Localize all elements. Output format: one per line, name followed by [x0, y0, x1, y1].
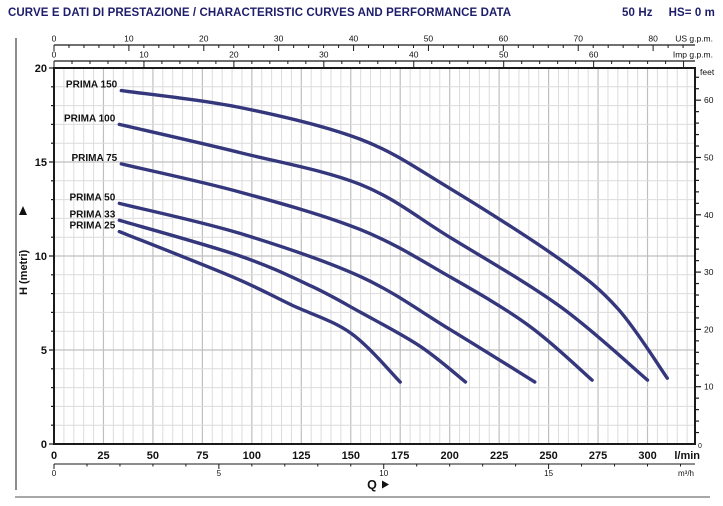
- curve-label-prima-25: PRIMA 25: [70, 221, 116, 232]
- title-bar: CURVE E DATI DI PRESTAZIONE / CHARACTERI…: [8, 7, 715, 19]
- curve-label-prima-150: PRIMA 150: [66, 80, 118, 91]
- page-title: CURVE E DATI DI PRESTAZIONE / CHARACTERI…: [8, 7, 512, 19]
- imp-gpm-axis-title: Imp g.p.m.: [673, 50, 713, 60]
- h-axis-zero-label: 0: [41, 439, 47, 451]
- imp-gpm-tick-label: 0: [52, 50, 57, 60]
- us-gpm-tick-label: 40: [349, 34, 359, 44]
- m3h-tick-label: 5: [217, 469, 222, 478]
- lmin-tick-label: 175: [391, 450, 409, 462]
- curve-prima-100: [117, 122, 650, 382]
- imp-gpm-tick-label: 60: [589, 50, 599, 60]
- curve-prima-75: [119, 162, 594, 382]
- feet-axis-tick-label: 60: [704, 95, 714, 105]
- us-gpm-tick-label: 30: [274, 34, 284, 44]
- suction-head-label: HS= 0 m: [668, 7, 715, 19]
- feet-axis-tick-label: 30: [704, 267, 714, 277]
- imp-gpm-tick-label: 20: [229, 50, 239, 60]
- h-axis-tick-label: 20: [35, 63, 47, 75]
- feet-axis-zero-label: 0: [698, 443, 702, 450]
- lmin-tick-label: 125: [292, 450, 310, 462]
- lmin-tick-label: 225: [490, 450, 508, 462]
- curve-prima-150: [119, 88, 669, 380]
- curve-label-prima-33: PRIMA 33: [70, 209, 116, 220]
- q-axis-right-arrow-icon: [382, 480, 389, 489]
- lmin-tick-label: 50: [147, 450, 159, 462]
- curve-label-prima-50: PRIMA 50: [70, 192, 116, 203]
- h-axis-title: H (metri): [18, 249, 30, 295]
- us-gpm-tick-label: 80: [648, 34, 658, 44]
- lmin-tick-label: 100: [243, 450, 261, 462]
- operating-conditions: 50 Hz HS= 0 m: [622, 7, 715, 19]
- us-gpm-tick-label: 60: [499, 34, 509, 44]
- imp-gpm-tick-label: 10: [139, 50, 149, 60]
- m3h-axis-title: m³/h: [678, 469, 694, 478]
- lmin-tick-label: 200: [440, 450, 458, 462]
- imp-gpm-tick-label: 30: [319, 50, 329, 60]
- us-gpm-tick-label: 50: [424, 34, 434, 44]
- h-axis-tick-label: 5: [41, 345, 47, 357]
- lmin-tick-label: 150: [342, 450, 360, 462]
- us-gpm-tick-label: 70: [573, 34, 583, 44]
- lmin-tick-label: 75: [196, 450, 208, 462]
- h-axis-tick-label: 15: [35, 157, 47, 169]
- us-gpm-tick-label: 20: [199, 34, 209, 44]
- feet-axis-tick-label: 10: [704, 382, 714, 392]
- q-axis-title: Q: [367, 478, 377, 492]
- lmin-tick-label: 275: [589, 450, 607, 462]
- h-axis-tick-label: 10: [35, 251, 47, 263]
- lmin-tick-label: 25: [97, 450, 109, 462]
- imp-gpm-tick-label: 40: [409, 50, 419, 60]
- lmin-tick-label: 250: [539, 450, 557, 462]
- us-gpm-axis-title: US g.p.m.: [675, 34, 713, 44]
- lmin-tick-label: 300: [638, 450, 656, 462]
- lmin-tick-label: 0: [51, 450, 57, 462]
- curve-label-prima-75: PRIMA 75: [71, 153, 117, 164]
- us-gpm-tick-label: 10: [124, 34, 134, 44]
- curve-prima-25: [117, 229, 402, 384]
- imp-gpm-tick-label: 50: [499, 50, 509, 60]
- feet-axis-tick-label: 20: [704, 324, 714, 334]
- m3h-tick-label: 15: [544, 469, 553, 478]
- lmin-axis-title: l/min: [674, 450, 700, 462]
- feet-axis-tick-label: 50: [704, 152, 714, 162]
- m3h-tick-label: 0: [52, 469, 57, 478]
- curve-prima-33: [117, 218, 468, 384]
- frequency-label: 50 Hz: [622, 7, 653, 19]
- curve-prima-50: [117, 201, 537, 384]
- feet-axis-title: feet: [700, 67, 715, 77]
- us-gpm-tick-label: 0: [52, 34, 57, 44]
- h-axis-up-arrow-icon: [19, 206, 27, 215]
- feet-axis-tick-label: 40: [704, 210, 714, 220]
- curve-label-prima-100: PRIMA 100: [64, 113, 116, 124]
- m3h-tick-label: 10: [379, 469, 388, 478]
